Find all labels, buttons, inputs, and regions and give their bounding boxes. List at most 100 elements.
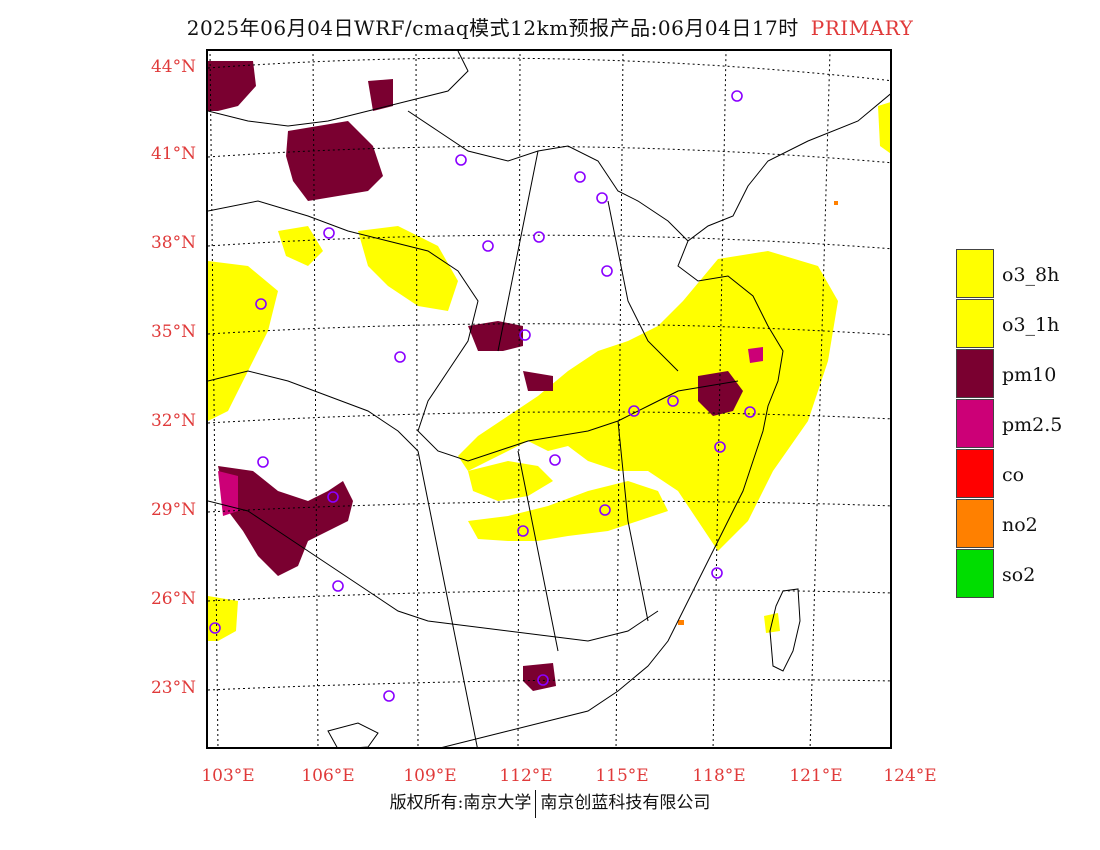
legend: o3_8h o3_1h pm10 pm2.5 co no2 so2	[956, 249, 1096, 601]
legend-swatch	[956, 249, 994, 298]
pm10-region-north	[286, 121, 383, 201]
legend-item-co: co	[956, 449, 1096, 499]
station-marker	[394, 351, 406, 363]
legend-label: no2	[1002, 514, 1038, 536]
station-marker	[744, 406, 756, 418]
legend-item-o3-8h: o3_8h	[956, 249, 1096, 299]
legend-swatch	[956, 349, 994, 398]
lon-label-124: 124°E	[883, 766, 937, 786]
station-marker	[517, 525, 529, 537]
station-marker	[257, 456, 269, 468]
footer-right: 南京创蓝科技有限公司	[540, 793, 711, 813]
boundary-prov-3	[208, 500, 659, 642]
no2-cell-1	[678, 620, 684, 625]
legend-swatch	[956, 499, 994, 548]
station-marker	[455, 154, 467, 166]
boundary-north	[208, 51, 469, 127]
station-marker	[549, 454, 561, 466]
lat-label-26: 26°N	[150, 589, 196, 609]
lat-label-35: 35°N	[150, 322, 196, 342]
station-marker	[714, 441, 726, 453]
legend-swatch	[956, 549, 994, 598]
o3-region-ne	[878, 102, 890, 154]
o3-region-northwest	[358, 226, 458, 311]
lat-label-41: 41°N	[150, 144, 196, 164]
o3-region-west	[208, 261, 278, 421]
legend-label: o3_8h	[1002, 264, 1060, 286]
lon-line-106	[312, 51, 319, 747]
footer-left: 版权所有:南京大学	[389, 793, 532, 813]
lat-label-38: 38°N	[150, 233, 196, 253]
lon-label-112: 112°E	[499, 766, 553, 786]
station-marker	[209, 622, 221, 634]
map-area	[206, 49, 892, 749]
no2-cell-2	[834, 201, 838, 205]
station-marker	[332, 580, 344, 592]
legend-item-pm25: pm2.5	[956, 399, 1096, 449]
no2-region-layer	[678, 201, 838, 625]
station-marker	[667, 395, 679, 407]
lat-line-44	[208, 57, 890, 82]
station-markers	[209, 90, 756, 702]
station-marker	[601, 265, 613, 277]
station-marker	[533, 231, 545, 243]
station-marker	[731, 90, 743, 102]
pm25-region-east	[748, 347, 763, 363]
pm10-region-central-north	[468, 321, 523, 351]
lat-label-32: 32°N	[150, 411, 196, 431]
station-marker	[596, 192, 608, 204]
lon-line-118	[712, 51, 727, 747]
legend-label: o3_1h	[1002, 314, 1060, 336]
map-svg	[208, 51, 890, 747]
graticule	[208, 51, 890, 747]
pm10-region-mid	[523, 371, 553, 391]
lat-label-44: 44°N	[150, 57, 196, 77]
legend-label: so2	[1002, 564, 1036, 586]
lon-label-103: 103°E	[201, 766, 255, 786]
legend-label: pm10	[1002, 364, 1057, 386]
legend-swatch	[956, 449, 994, 498]
lon-label-115: 115°E	[595, 766, 649, 786]
boundary-prov-8	[607, 200, 679, 372]
legend-item-so2: so2	[956, 549, 1096, 599]
boundary-coast	[441, 93, 890, 747]
lon-label-121: 121°E	[789, 766, 843, 786]
lon-label-118: 118°E	[692, 766, 746, 786]
station-marker	[323, 227, 335, 239]
station-marker	[574, 171, 586, 183]
o3-region-mid1	[468, 461, 553, 501]
legend-item-pm10: pm10	[956, 349, 1096, 399]
station-marker	[628, 405, 640, 417]
o3-region-east	[458, 251, 838, 551]
boundary-prov-1	[208, 200, 739, 462]
pm25-region-sw	[218, 471, 238, 516]
copyright-footer: 版权所有:南京大学 南京创蓝科技有限公司	[0, 788, 1100, 818]
pm10-region-sichuan	[218, 466, 353, 576]
station-marker	[599, 504, 611, 516]
boundary-prov-6	[617, 420, 649, 622]
station-marker	[255, 298, 267, 310]
lon-label-109: 109°E	[403, 766, 457, 786]
boundary-prov-7	[497, 150, 539, 352]
o3-region-southwest	[208, 596, 238, 641]
lon-line-115	[615, 51, 624, 747]
boundary-prov-5	[517, 450, 559, 652]
boundary-hainan	[327, 722, 379, 747]
o3-region-mid2	[278, 226, 323, 266]
boundary-inner-mongolia	[407, 110, 689, 242]
pm10-region-top-left	[208, 61, 256, 111]
map-title: 2025年06月04日WRF/cmaq模式12km预报产品:06月04日17时 P…	[0, 12, 1100, 41]
primary-tag: PRIMARY	[810, 16, 914, 40]
legend-item-no2: no2	[956, 499, 1096, 549]
station-marker	[482, 240, 494, 252]
title-text: 2025年06月04日WRF/cmaq模式12km预报产品:06月04日17时	[186, 16, 799, 40]
station-marker	[383, 690, 395, 702]
station-marker	[327, 491, 339, 503]
footer-separator	[535, 789, 537, 818]
lon-line-109	[415, 51, 419, 747]
legend-swatch	[956, 299, 994, 348]
lat-line-26	[208, 589, 890, 602]
pm10-region-north2	[368, 79, 393, 111]
legend-item-o3-1h: o3_1h	[956, 299, 1096, 349]
legend-label: pm2.5	[1002, 414, 1063, 436]
